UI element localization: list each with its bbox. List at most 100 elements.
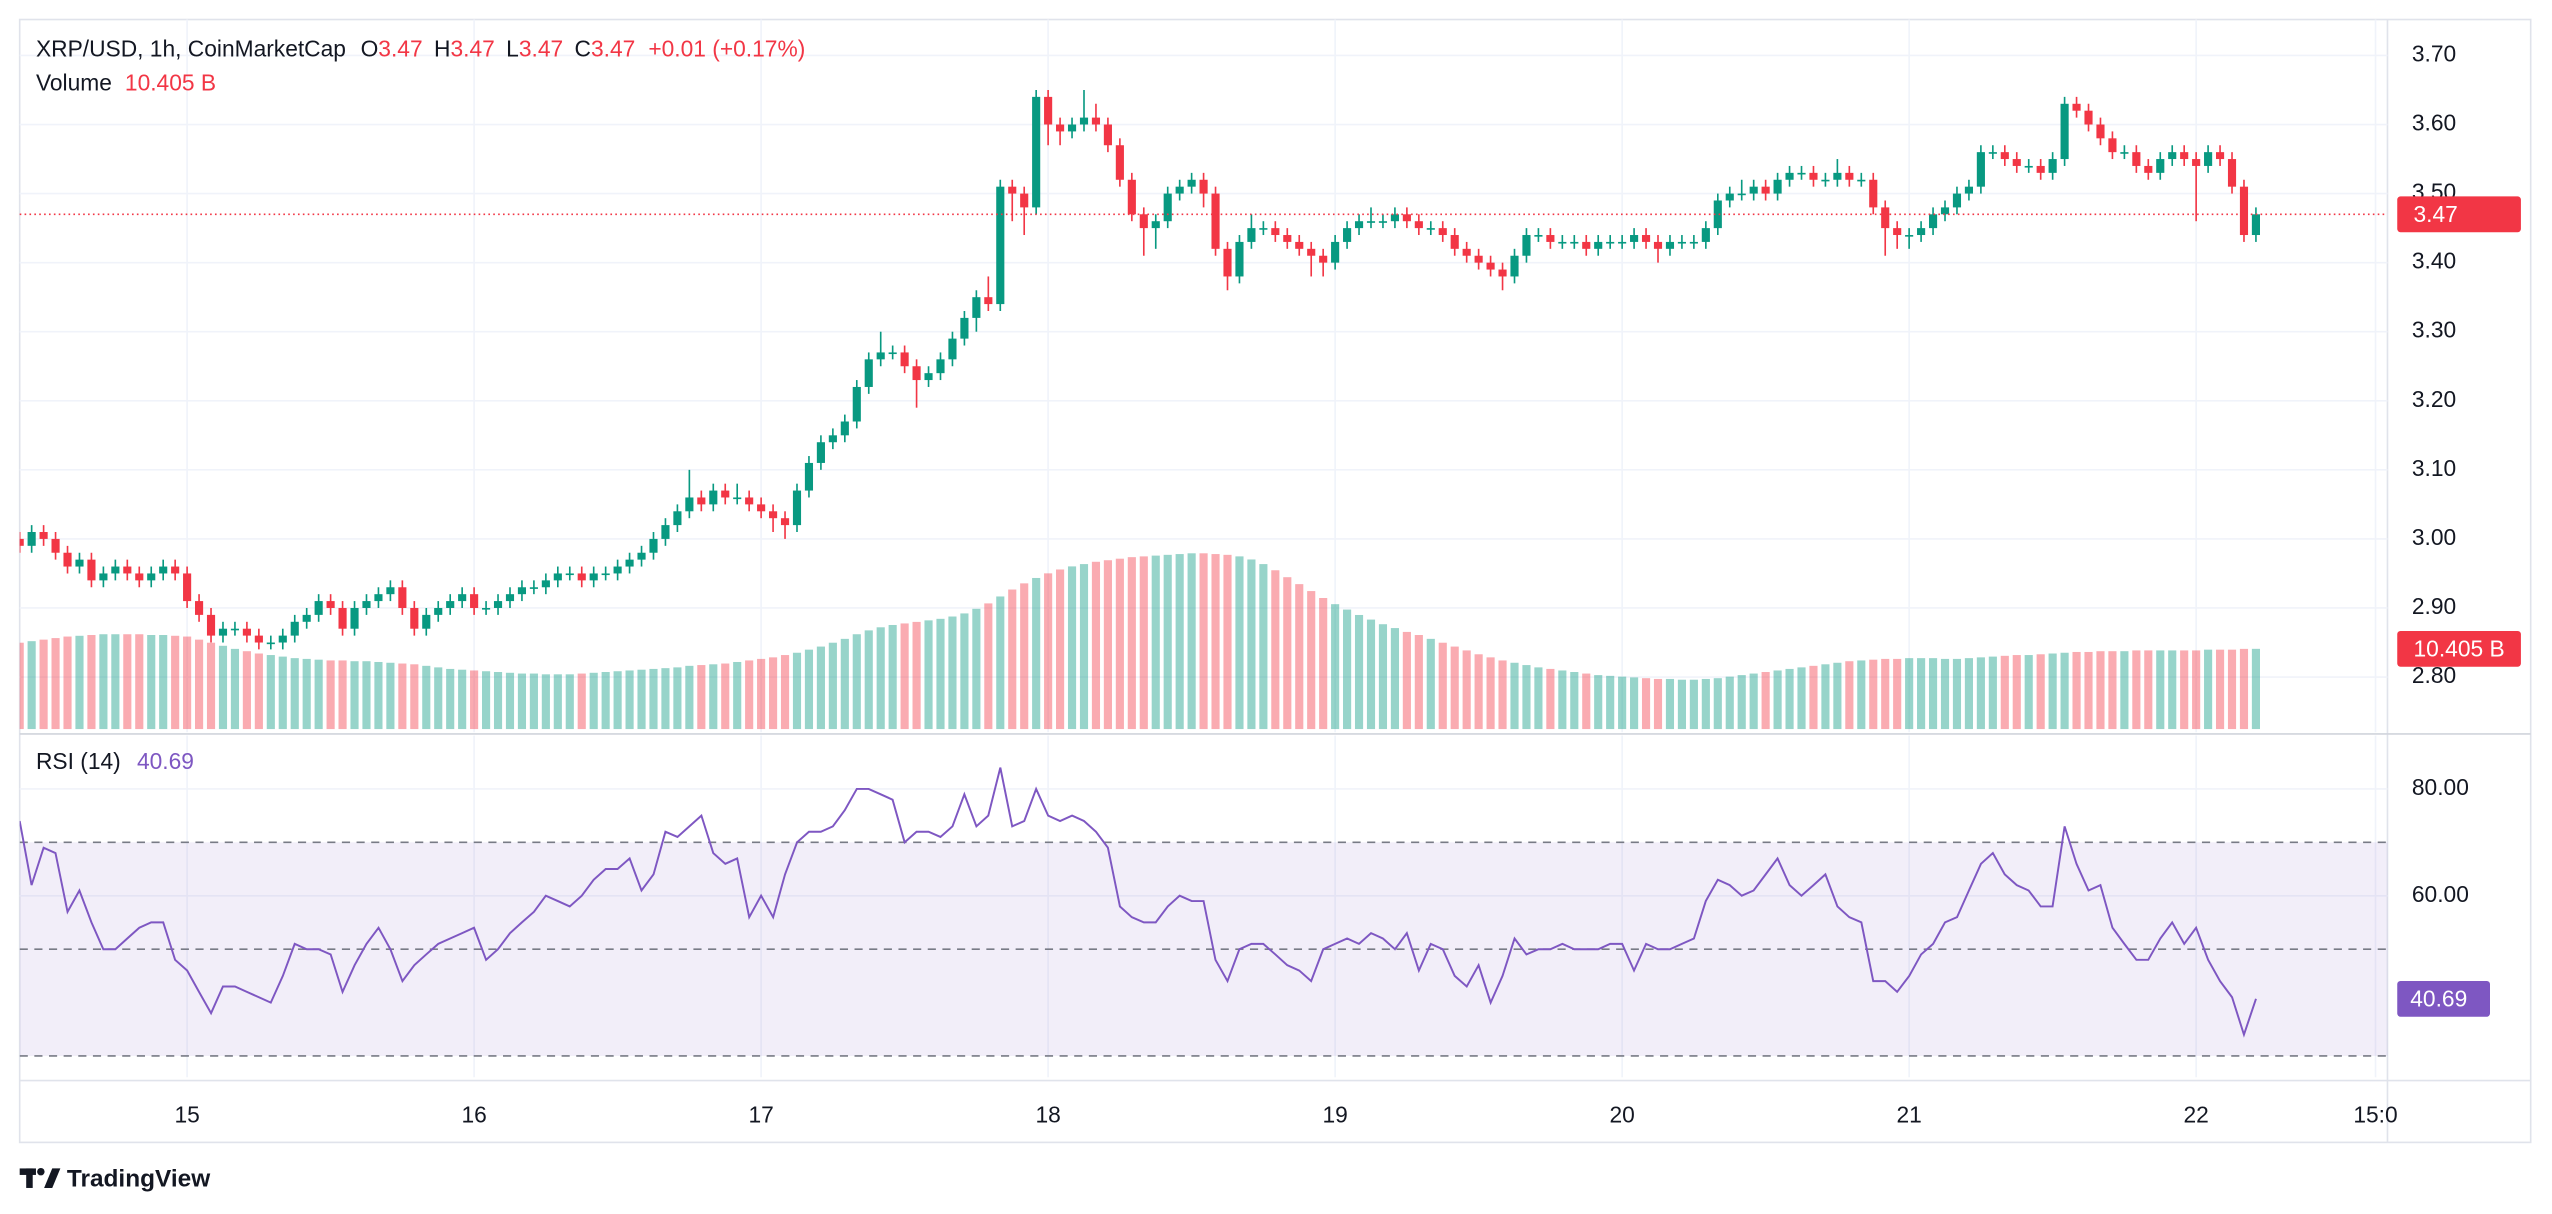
volume-bar: [1103, 560, 1112, 730]
volume-bar: [1139, 556, 1148, 730]
candle-body: [924, 373, 933, 381]
candle-body: [792, 490, 802, 526]
volume-bar: [1462, 650, 1471, 730]
volume-bar: [99, 634, 108, 730]
volume-bar: [816, 646, 825, 730]
candle-body: [1187, 179, 1196, 187]
volume-bar: [1773, 670, 1782, 730]
volume-bar: [769, 657, 778, 730]
volume-bar: [51, 638, 60, 730]
volume-bar: [2048, 653, 2057, 730]
logo-slash: [44, 1168, 61, 1188]
candle-body: [1618, 241, 1627, 244]
candle-body: [350, 607, 359, 629]
volume-bar: [63, 636, 72, 730]
volume-bar: [254, 653, 263, 730]
volume-bar: [493, 672, 503, 730]
volume-bar: [936, 618, 945, 730]
candle-body: [1163, 193, 1172, 222]
volume-bar: [541, 674, 550, 730]
candle-body: [1247, 228, 1256, 242]
candle-body: [1079, 117, 1089, 125]
candle-body: [1378, 221, 1388, 223]
candle-body: [1630, 235, 1639, 242]
volume-bar: [984, 603, 993, 730]
volume-bar: [1833, 662, 1842, 730]
candle-body: [912, 366, 921, 381]
legend-text: 3.47: [519, 35, 563, 61]
candle-body: [1737, 193, 1746, 196]
volume-bar: [1199, 553, 1208, 730]
volume-bar: [19, 642, 24, 730]
candle-body: [1319, 255, 1328, 263]
candle-body: [1307, 248, 1316, 256]
volume-bar: [446, 668, 455, 730]
volume-bar: [1354, 614, 1364, 730]
volume-bar: [1414, 635, 1423, 730]
candle-body: [302, 614, 311, 622]
candle-body: [218, 628, 228, 636]
candle-body: [1570, 241, 1579, 244]
volume-bar: [2024, 655, 2033, 730]
volume-bar: [1940, 658, 1950, 730]
volume-bar: [1749, 673, 1758, 730]
volume-bar: [1271, 570, 1280, 730]
candle-body: [936, 359, 945, 374]
volume-bar: [1331, 604, 1340, 730]
candle-body: [87, 559, 96, 581]
volume-bar: [422, 665, 431, 730]
candle-body: [1044, 96, 1053, 125]
volume-bar: [2192, 650, 2201, 730]
candle-body: [386, 587, 395, 595]
candle-body: [1522, 235, 1531, 256]
candle-body: [1510, 255, 1519, 277]
volume-bar: [972, 608, 981, 730]
volume-bar: [135, 634, 144, 730]
candle-body: [2072, 103, 2081, 111]
candle-body: [1390, 214, 1399, 222]
volume-bar: [553, 674, 562, 730]
volume-bar: [2084, 651, 2093, 730]
candle-body: [398, 587, 407, 608]
volume-bar: [2036, 654, 2045, 730]
volume-bar: [1928, 658, 1938, 730]
volume-bar: [2012, 655, 2021, 730]
volume-bar: [721, 663, 730, 730]
candle-body: [2060, 103, 2069, 160]
x-tick-label: 17: [748, 1101, 773, 1127]
volume-bar: [470, 670, 479, 730]
volume-bar: [1366, 619, 1376, 730]
candle-body: [996, 186, 1005, 305]
legend-text: O: [361, 35, 379, 61]
volume-bar: [482, 671, 491, 730]
x-tick-label: 15: [174, 1101, 199, 1127]
volume-bar: [1259, 564, 1268, 730]
candle-body: [422, 614, 431, 629]
volume-bar: [314, 659, 323, 730]
volume-bar: [924, 620, 933, 730]
volume-bar: [1008, 589, 1017, 730]
y-tick-label: 2.90: [2412, 593, 2456, 619]
volume-bar: [1821, 664, 1830, 730]
volume-bar: [75, 635, 84, 730]
candle-body: [1223, 248, 1232, 277]
candle-body: [254, 635, 263, 643]
legend-text: 40.69: [137, 748, 194, 774]
candle-body: [769, 511, 778, 519]
candle-body: [290, 621, 299, 636]
candle-body: [1725, 193, 1734, 201]
volume-bar: [159, 635, 168, 730]
volume-bar: [302, 658, 311, 730]
candle-body: [2096, 124, 2105, 139]
candle-body: [2204, 152, 2213, 166]
volume-bar: [290, 658, 299, 730]
volume-bar: [1881, 658, 1890, 730]
candle-body: [326, 601, 335, 608]
volume-bar: [2168, 650, 2177, 730]
candle-body: [1343, 228, 1352, 242]
y-tick-label: 3.10: [2412, 455, 2456, 481]
candle-body: [1893, 228, 1902, 236]
last-price-box: [2397, 196, 2521, 233]
volume-bar: [613, 671, 622, 730]
volume-bar: [709, 664, 718, 730]
